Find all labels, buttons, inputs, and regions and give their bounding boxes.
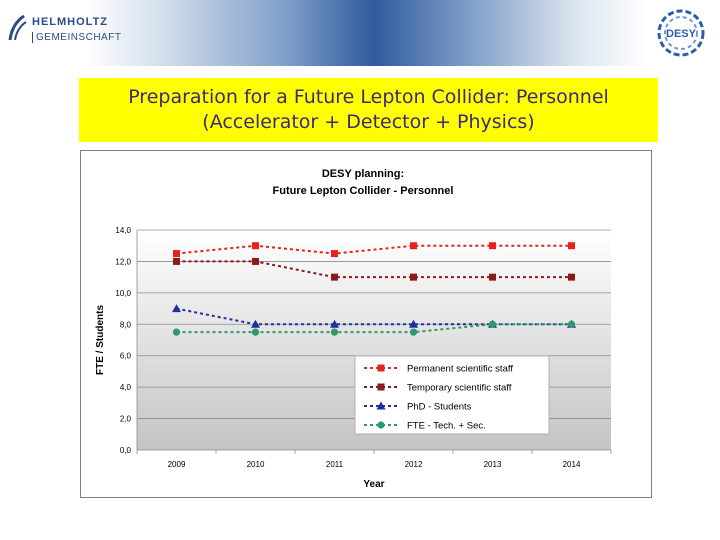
legend: Permanent scientific staff Temporary scie… bbox=[354, 355, 550, 435]
data-point bbox=[331, 273, 338, 281]
data-point bbox=[172, 304, 181, 313]
data-point bbox=[173, 257, 180, 265]
series-line bbox=[176, 244, 572, 255]
x-tick-label: 2011 bbox=[326, 460, 344, 469]
y-tick-label: 6,0 bbox=[120, 352, 132, 361]
logo-line1: HELMHOLTZ bbox=[32, 16, 109, 28]
legend-label: FTE - Tech. + Sec. bbox=[407, 421, 486, 432]
data-point bbox=[489, 242, 496, 250]
data-point bbox=[330, 328, 339, 336]
data-point bbox=[251, 319, 260, 328]
legend-marker bbox=[377, 383, 385, 391]
y-axis-label: FTE / Students bbox=[95, 305, 106, 375]
x-tick-label: 2012 bbox=[405, 460, 423, 469]
chart-subtitle: Future Lepton Collider - Personnel bbox=[273, 185, 454, 197]
helmholtz-mark-icon bbox=[8, 14, 27, 41]
x-tick-label: 2009 bbox=[168, 460, 186, 469]
slide-title-line2: (Accelerator + Detector + Physics) bbox=[202, 111, 535, 133]
slide-title: Preparation for a Future Lepton Collider… bbox=[79, 78, 658, 142]
x-tick-label: 2010 bbox=[247, 460, 265, 469]
series-group bbox=[172, 242, 576, 336]
legend-label: Permanent scientific staff bbox=[407, 364, 513, 375]
data-point bbox=[410, 273, 417, 281]
y-tick-label: 4,0 bbox=[120, 383, 132, 392]
data-point bbox=[251, 328, 260, 336]
data-point bbox=[173, 250, 180, 258]
x-axis-label: Year bbox=[363, 479, 384, 490]
y-tick-label: 14,0 bbox=[115, 226, 131, 235]
header-band bbox=[0, 0, 720, 66]
data-point bbox=[409, 328, 418, 336]
data-point bbox=[252, 257, 259, 265]
data-point bbox=[568, 242, 575, 250]
data-point bbox=[488, 320, 497, 328]
legend-marker bbox=[377, 421, 385, 429]
y-axis-ticks: 0,0 2,0 4,0 6,0 8,0 10,0 12,0 14,0 bbox=[115, 226, 131, 455]
data-point bbox=[567, 320, 576, 328]
x-tick-label: 2014 bbox=[563, 460, 581, 469]
data-point bbox=[330, 319, 339, 328]
y-tick-label: 8,0 bbox=[120, 320, 132, 329]
y-tick-label: 10,0 bbox=[115, 289, 131, 298]
x-axis-ticks: 2009 2010 2011 2012 2013 2014 bbox=[136, 450, 612, 469]
y-tick-label: 12,0 bbox=[115, 257, 131, 266]
legend-label: PhD - Students bbox=[407, 402, 472, 413]
data-point bbox=[252, 242, 259, 250]
x-tick-label: 2013 bbox=[484, 460, 502, 469]
data-point bbox=[489, 273, 496, 281]
legend-box bbox=[354, 355, 550, 435]
legend-marker bbox=[377, 364, 385, 372]
data-point bbox=[409, 319, 418, 328]
legend-label: Temporary scientific staff bbox=[407, 383, 512, 394]
data-point bbox=[331, 250, 338, 258]
series-line bbox=[176, 260, 572, 279]
data-point bbox=[410, 242, 417, 250]
slide-title-line1: Preparation for a Future Lepton Collider… bbox=[128, 86, 609, 108]
chart-frame: DESY planning: Future Lepton Collider - … bbox=[80, 150, 652, 498]
desy-logo: DESY bbox=[657, 9, 705, 57]
logo-line2: GEMEINSCHAFT bbox=[32, 32, 121, 43]
chart-title: DESY planning: bbox=[322, 168, 404, 180]
data-point bbox=[568, 273, 575, 281]
y-tick-label: 0,0 bbox=[120, 446, 132, 455]
y-tick-label: 2,0 bbox=[120, 415, 132, 424]
line-chart: DESY planning: Future Lepton Collider - … bbox=[95, 168, 612, 490]
data-point bbox=[172, 328, 181, 336]
legend-marker bbox=[376, 401, 386, 410]
series-line bbox=[176, 307, 572, 326]
helmholtz-logo: HELMHOLTZ GEMEINSCHAFT bbox=[8, 12, 128, 52]
desy-logo-text: DESY bbox=[666, 28, 697, 40]
